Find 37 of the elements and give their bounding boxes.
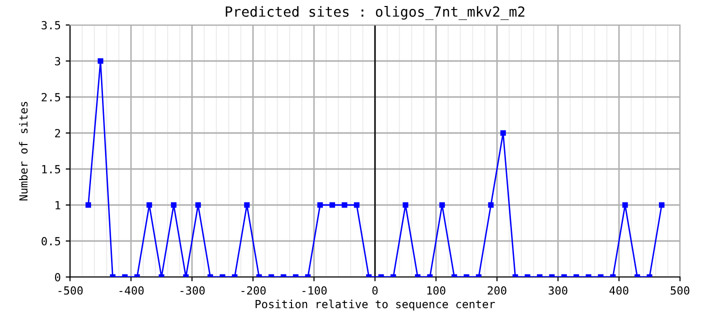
y-axis-title: Number of sites — [19, 102, 28, 200]
x-tick-label: 200 — [488, 286, 506, 295]
point — [500, 130, 506, 136]
point — [317, 202, 323, 208]
point — [439, 202, 445, 208]
y-tick-label: 3.5 — [42, 21, 60, 30]
chart-title: Predicted sites : oligos_7nt_mkv2_m2 — [226, 6, 524, 20]
point — [146, 202, 152, 208]
x-tick-label: 400 — [610, 286, 628, 295]
point — [330, 202, 336, 208]
x-tick-label: 500 — [670, 286, 690, 295]
y-tick-label: 2.5 — [42, 93, 60, 102]
x-tick-label: 100 — [427, 286, 446, 295]
x-tick-label: -200 — [242, 286, 266, 295]
point — [354, 202, 360, 208]
point — [402, 202, 408, 208]
point — [170, 202, 176, 208]
y-tick-label: 3 — [55, 57, 60, 66]
point — [658, 202, 664, 208]
point — [488, 202, 494, 208]
x-tick-label: -400 — [120, 286, 144, 295]
point — [86, 202, 92, 208]
y-tick-label: 1.5 — [42, 165, 60, 174]
x-tick-label: 300 — [548, 286, 568, 295]
point — [342, 202, 348, 208]
x-tick-label: 0 — [372, 286, 378, 295]
x-axis-title: Position relative to sequence center — [256, 300, 495, 310]
point — [244, 202, 250, 208]
x-tick-label: -100 — [302, 286, 327, 295]
point — [195, 202, 201, 208]
y-tick-label: 1 — [56, 201, 60, 210]
y-tick-label: 2 — [55, 129, 60, 138]
y-tick-label: 0 — [55, 273, 60, 282]
x-tick-label: -300 — [180, 286, 205, 295]
y-tick-label: 0.5 — [42, 237, 60, 246]
x-tick-label: -500 — [58, 286, 83, 295]
point — [622, 202, 628, 208]
